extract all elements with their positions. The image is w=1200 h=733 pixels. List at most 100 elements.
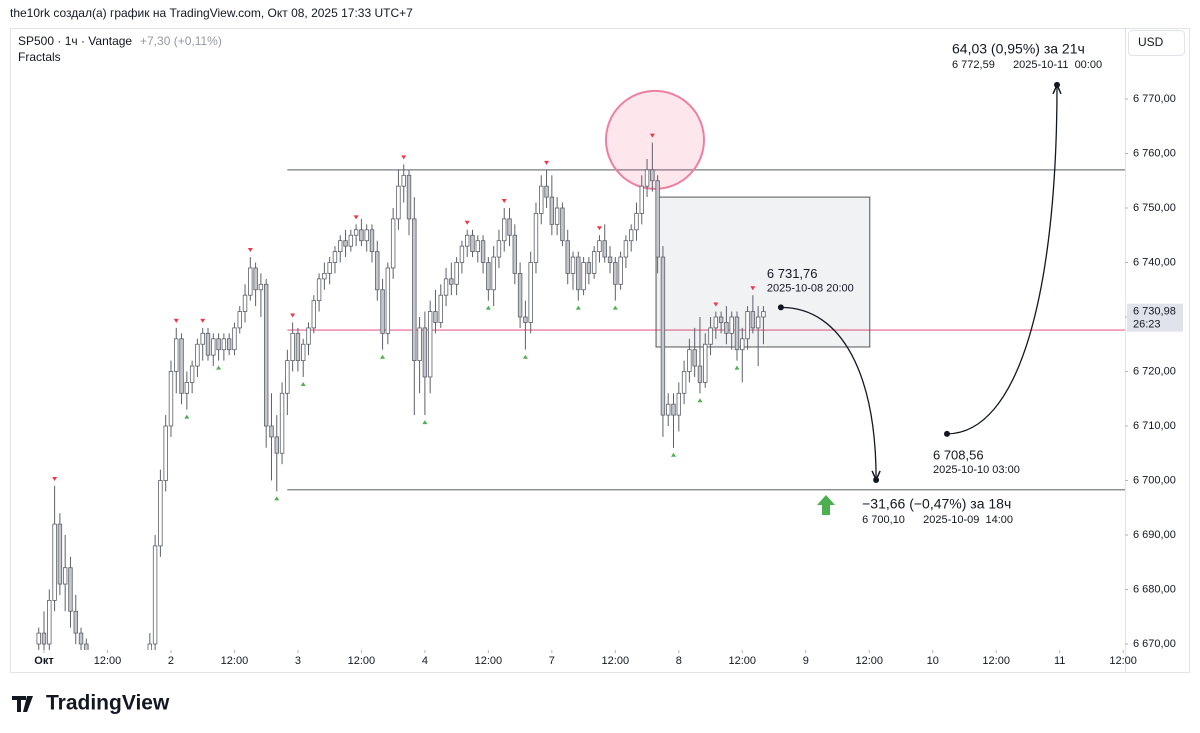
measure-start <box>777 304 784 311</box>
candle-body <box>322 273 327 280</box>
x-tick-label: 12:00 <box>982 655 1010 667</box>
candle-body <box>639 185 644 214</box>
candle-body <box>343 240 348 247</box>
symbol: SP500 · 1ч · Vantage <box>18 34 132 48</box>
candle-body <box>364 229 369 242</box>
candle-body <box>692 349 697 367</box>
measure-end-time: 2025-10-11 00:00 <box>1013 59 1102 71</box>
fractal-low <box>522 354 528 359</box>
candle-body <box>68 567 73 612</box>
chart-frame <box>10 28 1190 673</box>
measure-change: −31,66 (−0,47%) за 18ч <box>862 496 1011 512</box>
measure-start-price: 6 731,76 <box>767 266 818 281</box>
candle-body <box>517 273 523 318</box>
x-tick-label: 3 <box>295 655 301 667</box>
candle-body <box>163 425 168 481</box>
fractal-low <box>734 365 740 370</box>
candle-body <box>597 240 602 252</box>
fractal-high <box>401 155 407 160</box>
candle-body <box>332 251 338 263</box>
green-arrow-icon <box>817 495 835 515</box>
x-tick-label: 12:00 <box>221 655 249 667</box>
plot <box>36 89 1125 650</box>
candle-body <box>628 229 634 242</box>
y-tick-label: 6 670,00 <box>1133 638 1176 650</box>
candle-body <box>147 643 153 650</box>
candle-body <box>285 360 290 394</box>
candle-body <box>443 278 449 296</box>
x-tick-label: 12:00 <box>94 655 122 667</box>
x-tick-label: 9 <box>803 655 809 667</box>
candle-body <box>539 185 544 214</box>
candle-body <box>195 343 200 367</box>
fractal-low <box>422 420 428 425</box>
candle-body <box>475 240 480 252</box>
candle-body <box>449 278 454 285</box>
candle-body <box>174 338 179 372</box>
fractal-high <box>52 476 58 481</box>
candle-body <box>676 392 681 416</box>
candle-body <box>237 311 242 329</box>
candle-body <box>327 262 332 274</box>
candle-body <box>486 262 491 291</box>
measure-arrowhead <box>871 470 881 482</box>
candle-body <box>660 256 666 416</box>
measure-end-time: 2025-10-09 14:00 <box>923 514 1013 526</box>
candle-body <box>359 229 364 242</box>
candle-body <box>248 267 253 296</box>
candle-body <box>253 267 258 291</box>
y-tick-label: 6 770,00 <box>1133 93 1176 105</box>
y-tick-label: 6 740,00 <box>1133 256 1176 268</box>
candle-body <box>655 180 660 258</box>
fractal-high <box>649 133 655 138</box>
candle-body <box>681 371 687 394</box>
countdown: 26:23 <box>1133 319 1161 331</box>
candle-body <box>353 229 359 236</box>
candle-body <box>221 338 227 351</box>
candle-body <box>152 545 158 645</box>
measure-start-price: 6 708,56 <box>933 447 984 462</box>
fractal-low <box>380 354 386 359</box>
candle-body <box>269 425 274 438</box>
candle-body <box>745 311 750 340</box>
currency[interactable]: USD <box>1138 35 1164 49</box>
candle-body <box>205 332 211 356</box>
candle-body <box>369 229 375 252</box>
y-tick-label: 6 700,00 <box>1133 474 1176 486</box>
candle-body <box>412 218 417 362</box>
candle-body <box>512 234 518 274</box>
y-tick-label: 6 760,00 <box>1133 147 1176 159</box>
candle-body <box>380 289 385 334</box>
price-tag <box>1127 303 1183 332</box>
fractal-low <box>485 305 491 310</box>
candle-body <box>242 294 248 312</box>
currency-button[interactable] <box>1128 30 1185 56</box>
candle-body <box>348 234 354 247</box>
candle-body <box>279 392 285 454</box>
fractal-high <box>596 226 602 231</box>
candle-body <box>734 316 740 351</box>
candle-body <box>78 632 84 645</box>
x-tick-label: 4 <box>422 655 428 667</box>
candle-body <box>528 262 533 323</box>
candle-body <box>650 169 655 182</box>
candle-body <box>570 256 576 274</box>
measure-arrowhead <box>1052 83 1062 95</box>
candle-body <box>438 294 443 323</box>
candle-body <box>761 311 766 318</box>
x-tick-label: 12:00 <box>855 655 883 667</box>
candle-body <box>316 278 322 302</box>
candle-body <box>459 245 465 263</box>
candle-body <box>422 327 428 378</box>
candle-body <box>465 234 470 247</box>
candle-body <box>57 523 63 585</box>
candle-body <box>713 316 719 329</box>
candle-body <box>750 311 756 329</box>
x-tick-label: 11 <box>1054 655 1065 667</box>
candle-body <box>454 262 459 285</box>
fractal-low <box>274 496 280 501</box>
x-tick-label: 12:00 <box>602 655 630 667</box>
candle-body <box>396 185 401 220</box>
candle-body <box>549 196 555 225</box>
